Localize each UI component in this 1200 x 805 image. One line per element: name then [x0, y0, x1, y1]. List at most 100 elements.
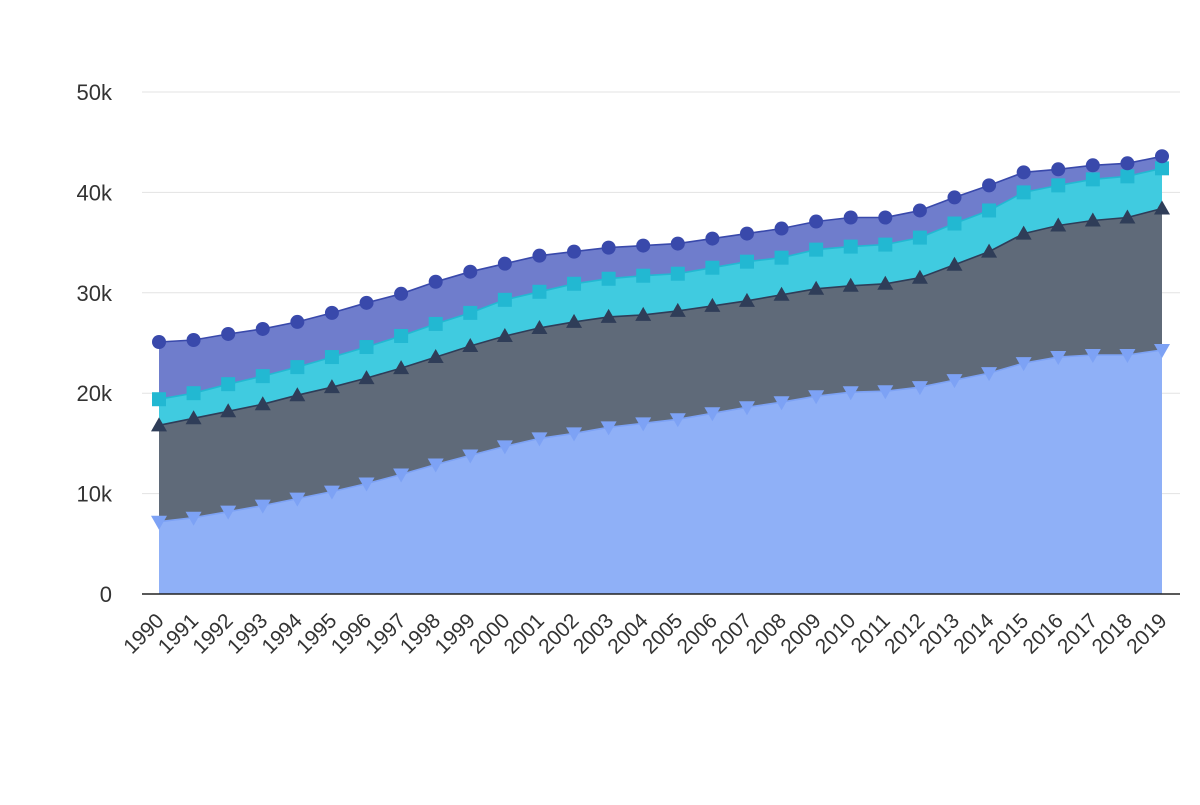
series-4-point [394, 286, 409, 301]
series-4-point [1120, 156, 1135, 171]
series-3-point [221, 377, 236, 392]
series-1-point [289, 492, 306, 507]
series-3-point [636, 268, 651, 283]
series-1-point [462, 449, 479, 464]
series-1-point [151, 515, 167, 530]
series-2-point [323, 379, 340, 394]
series-1-point [738, 401, 755, 416]
series-2-point [254, 396, 271, 411]
series-2-point [1050, 217, 1067, 232]
series-4-point [532, 248, 547, 263]
series-1-point [704, 407, 721, 422]
series-1-point [981, 367, 998, 382]
series-1-point [669, 413, 686, 428]
series-1-point [1084, 349, 1101, 364]
series-1-point [911, 381, 928, 396]
series-1-point [427, 458, 444, 473]
series-1-point [496, 440, 513, 455]
series-3-point [290, 360, 305, 375]
series-3-point [739, 254, 754, 269]
series-4-point [774, 221, 789, 236]
series-2-point [496, 327, 513, 342]
series-1-point [773, 396, 790, 411]
series-4-point [1051, 162, 1066, 177]
series-2-point [1015, 225, 1032, 240]
series-3-point [670, 266, 685, 281]
series-3-point [1085, 172, 1100, 187]
series-1-point [877, 385, 894, 400]
series-2-point [358, 370, 375, 385]
series-2-point [877, 275, 894, 290]
series-1-point [254, 499, 271, 514]
series-4-point [1155, 149, 1169, 164]
series-4-point [359, 295, 374, 310]
series-2-point [808, 280, 825, 295]
series-3-point [359, 340, 374, 355]
series-1-line [158, 349, 1163, 523]
series-1-point [842, 386, 859, 401]
series-1-point [1119, 349, 1136, 364]
series-4-point [843, 210, 858, 225]
series-3-point [912, 230, 927, 245]
series-2-point [289, 387, 306, 402]
series-4-point [636, 238, 651, 253]
series-2-point [1084, 212, 1101, 227]
series-2-point [842, 277, 859, 292]
y-tick-label: 30k [77, 281, 113, 306]
series-3-point [567, 276, 582, 291]
series-4-point [463, 264, 478, 279]
series-1-point [1015, 357, 1032, 372]
series-3-point [186, 386, 201, 401]
series-4-point [670, 236, 685, 251]
series-2-point [185, 410, 202, 425]
series-2-point [151, 417, 167, 432]
series-2-point [738, 292, 755, 307]
series-1-point [808, 390, 825, 405]
series-3-area [159, 168, 1162, 426]
y-tick-label: 50k [77, 80, 113, 105]
series-4-point [878, 210, 893, 225]
series-1-point [600, 421, 617, 436]
series-2-point [981, 243, 998, 258]
series-1-point [1050, 351, 1067, 366]
series-4-point [497, 256, 512, 271]
series-4-point [912, 203, 927, 218]
series-4-point [221, 326, 236, 341]
series-4-point [1085, 158, 1100, 173]
series-4-point [705, 231, 720, 246]
series-3-point [1016, 185, 1031, 200]
series-3-point [774, 250, 789, 265]
series-2-point [911, 269, 928, 284]
series-1-point [946, 374, 963, 389]
series-4-point [739, 226, 754, 241]
series-2-point [600, 308, 617, 323]
series-areas [159, 156, 1162, 594]
series-2-line [158, 207, 1163, 427]
y-tick-label: 0 [100, 582, 112, 607]
series-4-point [324, 305, 339, 320]
series-3-point [843, 239, 858, 254]
series-3-point [428, 316, 443, 331]
series-2-point [531, 319, 548, 334]
series-3-point [601, 271, 616, 286]
series-3-point [878, 237, 893, 252]
series-4-area [159, 156, 1162, 400]
series-1-point [220, 505, 237, 520]
series-1-point [635, 417, 652, 432]
x-tick-label: 2019 [1122, 609, 1171, 658]
series-1-point [566, 427, 583, 442]
series-2-point [704, 297, 721, 312]
series-1-point [531, 432, 548, 447]
series-2-point [1154, 200, 1170, 215]
series-4-point [255, 321, 270, 336]
series-markers [151, 149, 1170, 530]
series-2-point [669, 302, 686, 317]
series-3-point [463, 305, 478, 320]
y-tick-label: 40k [77, 180, 113, 205]
series-2-point [393, 360, 410, 375]
series-2-point [566, 313, 583, 328]
series-3-point [255, 369, 270, 384]
series-3-point [1120, 169, 1135, 184]
